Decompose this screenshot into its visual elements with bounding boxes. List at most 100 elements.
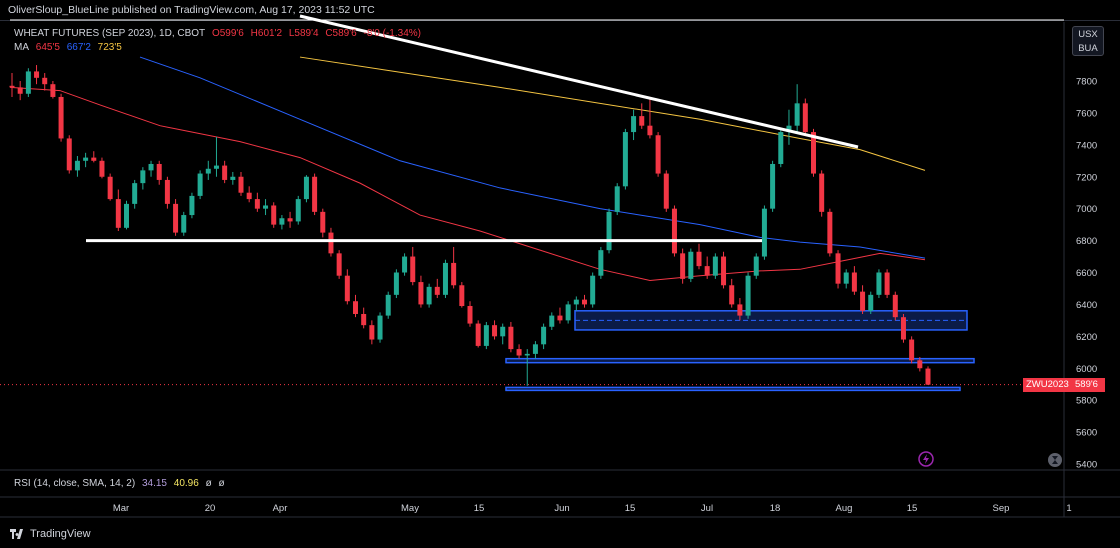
close-value: C589'6 (325, 28, 357, 39)
high-value: H601'2 (250, 28, 283, 39)
candle-body (263, 205, 269, 209)
candle-body (451, 262, 457, 286)
candle-body (663, 173, 669, 209)
symbol-legend: WHEAT FUTURES (SEP 2023), 1D, CBOT O599'… (14, 28, 425, 39)
candle-body (58, 96, 64, 139)
candle-body (671, 208, 677, 254)
hourglass-icon (1048, 453, 1062, 467)
candle-body (917, 360, 923, 369)
candle-body (794, 103, 800, 126)
x-tick-label: 15 (625, 503, 636, 514)
candle-body (639, 116, 645, 126)
y-axis: 5400 5600 5800 6000 6200 6400 6600 6800 7000 7200… (1076, 77, 1097, 471)
zones (505, 310, 975, 392)
candle-body (467, 306, 473, 324)
candle-body (336, 253, 342, 276)
candle-body (434, 286, 440, 295)
candle-body (704, 266, 710, 276)
candle-body (74, 160, 80, 171)
candle-body (843, 272, 849, 284)
ma-blue-line (139, 56, 926, 259)
candle-body (492, 325, 498, 337)
candle-body (361, 313, 367, 326)
x-tick-label: Sep (993, 503, 1010, 514)
candle-body (802, 103, 808, 133)
rsi-extra2: ø (218, 478, 225, 489)
candle-body (246, 192, 252, 200)
ma-label: MA (14, 42, 29, 53)
candle-body (582, 299, 587, 305)
y-tick-label: 7400 (1076, 140, 1097, 151)
candle-body (369, 325, 375, 340)
candle-body (524, 353, 530, 356)
brand-label: TradingView (30, 528, 91, 540)
candle-body (238, 176, 244, 193)
candle-body (851, 272, 857, 292)
candle-body (892, 294, 898, 318)
candle-body (786, 125, 792, 133)
candle-body (287, 218, 293, 222)
candle-body (925, 368, 931, 385)
price-tag-value: 589'6 (1075, 379, 1098, 390)
candle-body (819, 173, 825, 212)
candle-body (753, 256, 759, 276)
hourglass-shape (1052, 456, 1058, 464)
candle-body (213, 165, 219, 169)
candle-body (860, 291, 866, 311)
candle-body (124, 203, 129, 228)
ma2-value: 667'2 (66, 42, 91, 53)
candle-body (410, 256, 416, 283)
candle-body (25, 71, 31, 94)
candle-body (320, 211, 326, 233)
y-tick-label: 7200 (1076, 172, 1097, 183)
currency-line1: USX (1078, 29, 1098, 40)
x-tick-label: 15 (907, 503, 918, 514)
indicator-lines (9, 56, 926, 281)
candles (9, 65, 931, 386)
candle-body (622, 132, 628, 187)
ma3-value: 723'5 (97, 42, 122, 53)
currency-unit-button[interactable]: USX BUA (1072, 26, 1104, 56)
candle-body (475, 323, 481, 346)
rsi-value: 34.15 (141, 478, 167, 489)
candle-body (303, 176, 309, 200)
lightning-icon (918, 451, 934, 467)
open-value: O599'6 (211, 28, 244, 39)
candle-body (140, 170, 146, 184)
candle-body (647, 125, 653, 136)
y-tick-label: 7000 (1076, 204, 1097, 215)
candle-body (598, 250, 604, 276)
rsi-legend: RSI (14, close, SMA, 14, 2) 34.15 40.96 … (14, 478, 229, 489)
rsi-label: RSI (14, close, SMA, 14, 2) (14, 478, 136, 489)
price-tag-symbol: ZWU2023 (1026, 379, 1069, 390)
y-tick-label: 6600 (1076, 268, 1097, 279)
candle-body (516, 349, 522, 356)
currency-line2: BUA (1078, 43, 1098, 54)
candle-body (900, 317, 906, 340)
tradingview-logo[interactable]: TradingView (10, 528, 91, 540)
y-tick-label: 5800 (1076, 396, 1097, 407)
candle-body (173, 203, 179, 233)
candle-body (565, 304, 571, 321)
candle-body (271, 205, 277, 225)
change-value: -8'0 (-1.34%) (363, 28, 422, 39)
candle-body (680, 253, 686, 279)
x-tick-label: 20 (205, 503, 216, 514)
lightning-circle (918, 451, 934, 467)
candle-body (254, 199, 260, 209)
candle-body (811, 132, 816, 174)
ma-legend: MA 645'5 667'2 723'5 (14, 42, 126, 53)
candle-body (197, 173, 203, 196)
candle-body (606, 211, 612, 251)
candle-body (393, 272, 399, 295)
candle-body (156, 163, 162, 180)
candle-body (688, 251, 694, 279)
rsi-sma-value: 40.96 (173, 478, 199, 489)
annotations (10, 14, 1064, 467)
candle-body (205, 168, 211, 174)
rsi-extra1: ø (205, 478, 212, 489)
candle-body (353, 301, 358, 314)
candle-body (876, 272, 882, 295)
y-tick-label: 5400 (1076, 460, 1097, 471)
